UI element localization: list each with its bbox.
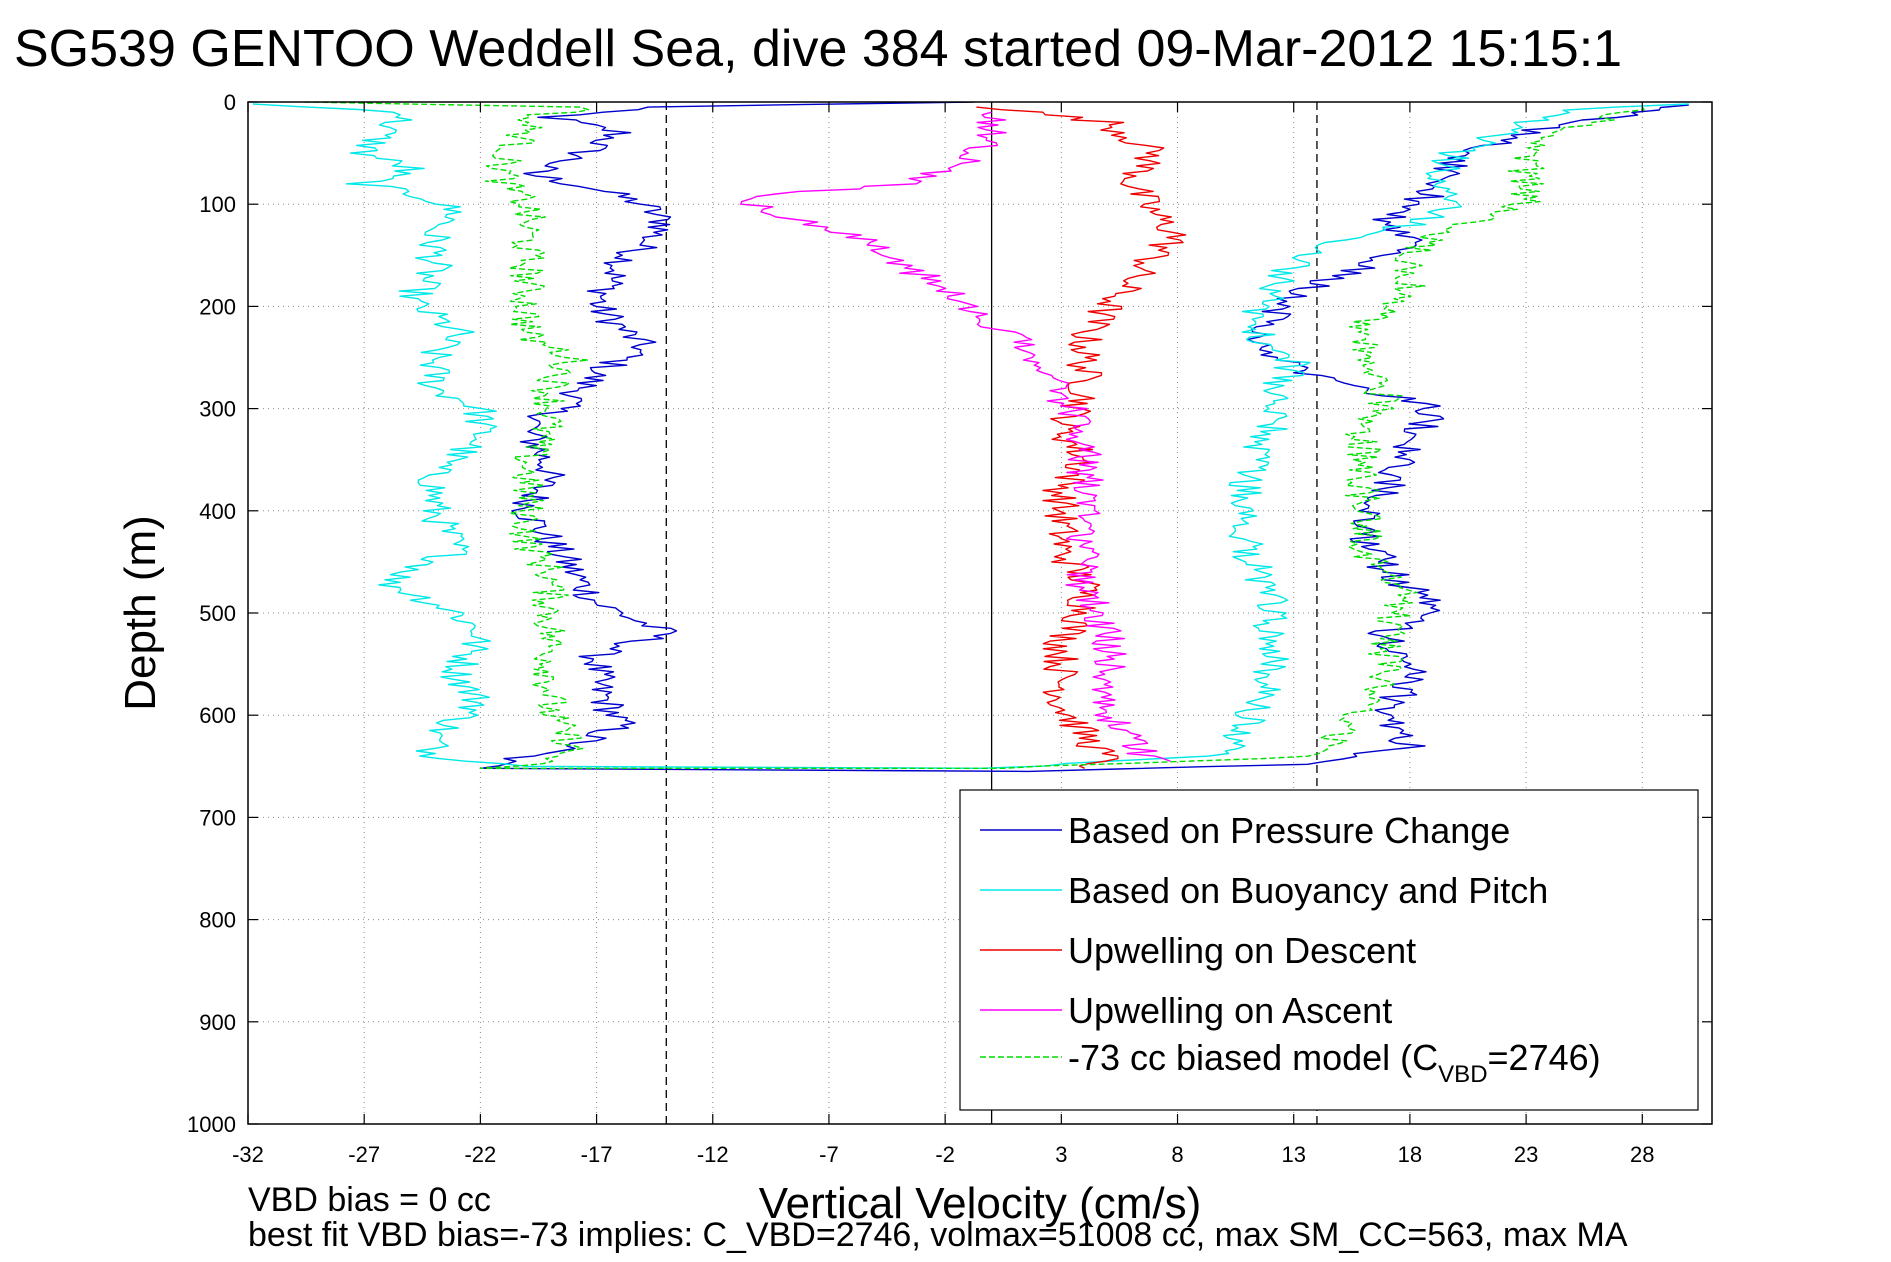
y-tick-label: 900 <box>199 1010 236 1035</box>
footer-line-1: VBD bias = 0 cc <box>248 1181 491 1219</box>
x-tick-label: -17 <box>581 1142 613 1167</box>
y-tick-label: 300 <box>199 397 236 422</box>
y-tick-label: 500 <box>199 601 236 626</box>
x-tick-label: 13 <box>1281 1142 1305 1167</box>
y-axis-label: Depth (m) <box>116 515 165 711</box>
y-ticks: 0 100 200 300 400 500 600 700 800 900 1000 <box>187 90 1712 1137</box>
x-tick-label: 28 <box>1630 1142 1654 1167</box>
legend-label: Upwelling on Descent <box>1068 930 1416 971</box>
y-tick-label: 400 <box>199 499 236 524</box>
x-ticks: -32 -27 -22 -17 -12 -7 -2 3 8 13 18 23 28 <box>232 102 1655 1167</box>
y-tick-label: 0 <box>224 90 236 115</box>
footer-line-2: best fit VBD bias=-73 implies: C_VBD=274… <box>248 1216 1628 1254</box>
x-tick-label: -27 <box>348 1142 380 1167</box>
x-tick-label: -22 <box>464 1142 496 1167</box>
x-tick-label: 18 <box>1398 1142 1422 1167</box>
legend-label: -73 cc biased model (CVBD=2746) <box>1068 1037 1601 1088</box>
x-tick-label: -2 <box>935 1142 955 1167</box>
y-tick-label: 800 <box>199 908 236 933</box>
legend-label: Based on Buoyancy and Pitch <box>1068 870 1548 911</box>
y-tick-label: 100 <box>199 192 236 217</box>
x-axis-label: Vertical Velocity (cm/s) <box>759 1179 1202 1228</box>
legend: Based on Pressure Change Based on Buoyanc… <box>959 789 1699 1111</box>
series-line <box>976 106 1187 769</box>
y-tick-label: 200 <box>199 294 236 319</box>
x-tick-label: -7 <box>819 1142 839 1167</box>
x-tick-label: 3 <box>1055 1142 1067 1167</box>
legend-label-subscript: VBD <box>1438 1061 1487 1088</box>
legend-box <box>959 789 1699 1111</box>
series-lines <box>252 102 1689 773</box>
x-tick-label: -12 <box>697 1142 729 1167</box>
y-tick-label: 1000 <box>187 1112 236 1137</box>
x-tick-label: -32 <box>232 1142 264 1167</box>
legend-label: Upwelling on Ascent <box>1068 990 1392 1031</box>
legend-label-part: -73 cc biased model (C <box>1068 1037 1438 1078</box>
legend-label: Based on Pressure Change <box>1068 810 1510 851</box>
series-line <box>304 102 1645 769</box>
y-tick-label: 700 <box>199 805 236 830</box>
x-tick-label: 23 <box>1514 1142 1538 1167</box>
y-tick-label: 600 <box>199 703 236 728</box>
x-tick-label: 8 <box>1171 1142 1183 1167</box>
chart-title: SG539 GENTOO Weddell Sea, dive 384 start… <box>14 20 1622 78</box>
series-line <box>740 111 1171 762</box>
legend-label-part: =2746) <box>1488 1037 1601 1078</box>
series-line <box>479 102 1689 773</box>
